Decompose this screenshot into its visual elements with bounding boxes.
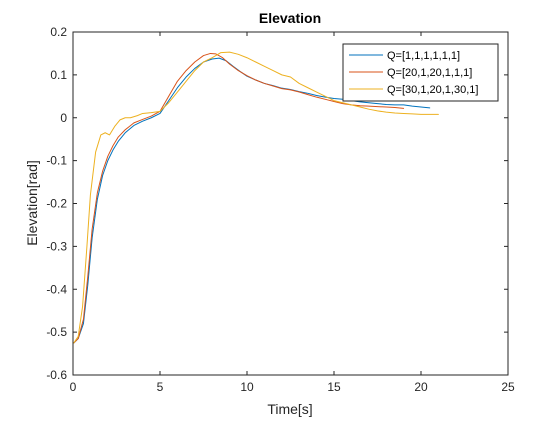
series-line-3 bbox=[73, 51, 439, 344]
legend-label-3: Q=[30,1,20,1,30,1] bbox=[387, 84, 478, 96]
series-line-2 bbox=[73, 52, 405, 344]
legend-label-1: Q=[1,1,1,1,1,1] bbox=[387, 50, 460, 62]
x-tick-label: 20 bbox=[414, 380, 428, 394]
y-tick-label: 0.2 bbox=[50, 25, 67, 39]
y-tick-label: -0.2 bbox=[46, 197, 67, 211]
legend-label-2: Q=[20,1,20,1,1,1] bbox=[387, 67, 472, 79]
y-tick-label: -0.4 bbox=[46, 282, 67, 296]
legend: Q=[1,1,1,1,1,1] Q=[20,1,20,1,1,1] Q=[30,1,… bbox=[342, 43, 499, 102]
x-axis-label: Time[s] bbox=[267, 401, 312, 417]
y-tick-label: -0.1 bbox=[46, 154, 67, 168]
y-axis-label: Elevation[rad] bbox=[24, 160, 40, 246]
x-tick-label: 25 bbox=[501, 380, 515, 394]
y-tick-label: -0.6 bbox=[46, 368, 67, 382]
x-tick-label: 10 bbox=[240, 380, 254, 394]
y-tick-label: -0.3 bbox=[46, 239, 67, 253]
chart-title: Elevation bbox=[259, 10, 321, 26]
y-tick-label: 0.1 bbox=[50, 68, 67, 82]
y-tick-label: 0 bbox=[60, 111, 67, 125]
x-tick-label: 5 bbox=[157, 380, 164, 394]
x-tick-label: 0 bbox=[70, 380, 77, 394]
x-tick-label: 15 bbox=[327, 380, 341, 394]
y-tick-label: -0.5 bbox=[46, 325, 67, 339]
y-axis: -0.6 -0.5 -0.4 -0.3 -0.2 -0.1 0 0.1 0.2 bbox=[46, 25, 508, 382]
x-axis: 0 5 10 15 20 25 bbox=[70, 32, 515, 394]
series-layer bbox=[73, 51, 439, 344]
